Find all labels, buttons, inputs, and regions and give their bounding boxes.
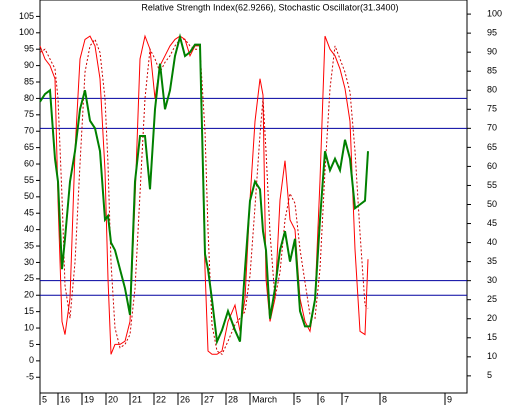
y-tick-label: 100	[19, 27, 34, 37]
y2-tick-label: 35	[487, 256, 497, 266]
plot-frame	[39, 0, 468, 394]
y-tick-label: 105	[19, 11, 34, 21]
y-tick-label: 5	[29, 339, 34, 349]
x-tick-label: 28	[228, 394, 238, 404]
y-tick-label: 85	[24, 76, 34, 86]
series-line	[39, 32, 369, 346]
y-tick-label: 20	[24, 290, 34, 300]
y-tick-label: 35	[24, 240, 34, 250]
y2-tick-label: 20	[487, 313, 497, 323]
y-tick-label: 0	[29, 355, 34, 365]
y-tick-label: 15	[24, 306, 34, 316]
x-tick-label: 5	[42, 394, 47, 404]
y-tick-label: 30	[24, 257, 34, 267]
y-tick-label: 55	[24, 175, 34, 185]
y-tick-label: 90	[24, 60, 34, 70]
y2-tick-label: 40	[487, 237, 497, 247]
x-tick-label: 26	[180, 394, 190, 404]
x-tick-label: 20	[108, 394, 118, 404]
y-tick-label: 60	[24, 158, 34, 168]
y-tick-label: 50	[24, 191, 34, 201]
x-tick-label: 5	[296, 394, 301, 404]
y2-tick-label: 75	[487, 104, 497, 114]
y-tick-label: 95	[24, 44, 34, 54]
y2-tick-label: 100	[487, 8, 502, 18]
x-tick-label: 19	[84, 394, 94, 404]
y2-tick-label: 80	[487, 85, 497, 95]
y2-tick-label: 10	[487, 351, 497, 361]
y2-tick-label: 55	[487, 180, 497, 190]
y-tick-label: 40	[24, 224, 34, 234]
x-tick-label: 6	[320, 394, 325, 404]
y2-tick-label: 15	[487, 332, 497, 342]
y2-tick-label: 85	[487, 66, 497, 76]
x-tick-label: 27	[204, 394, 214, 404]
y-tick-label: 75	[24, 109, 34, 119]
y2-tick-label: 70	[487, 123, 497, 133]
y-tick-label: 10	[24, 322, 34, 332]
y2-tick-label: 45	[487, 218, 497, 228]
x-tick-label: 16	[60, 394, 70, 404]
y-tick-label: 80	[24, 93, 34, 103]
y-tick-label: 70	[24, 126, 34, 136]
x-tick-label: 7	[344, 394, 349, 404]
y2-tick-label: 30	[487, 275, 497, 285]
y2-tick-label: 5	[487, 370, 492, 380]
y2-tick-label: 65	[487, 142, 497, 152]
x-tick-label: 9	[447, 394, 452, 404]
y2-tick-label: 60	[487, 161, 497, 171]
chart-title: Relative Strength Index(62.9266), Stocha…	[141, 2, 398, 12]
y-tick-label: -5	[26, 372, 34, 382]
y2-tick-label: 50	[487, 199, 497, 209]
y-tick-label: 45	[24, 208, 34, 218]
y2-tick-label: 25	[487, 294, 497, 304]
x-tick-label: 8	[382, 394, 387, 404]
x-tick-label: 22	[156, 394, 166, 404]
y2-tick-label: 90	[487, 47, 497, 57]
y2-tick-label: 95	[487, 28, 497, 38]
y-tick-label: 25	[24, 273, 34, 283]
x-tick-label: 21	[132, 394, 142, 404]
y-tick-label: 65	[24, 142, 34, 152]
x-tick-label: March	[252, 394, 277, 404]
